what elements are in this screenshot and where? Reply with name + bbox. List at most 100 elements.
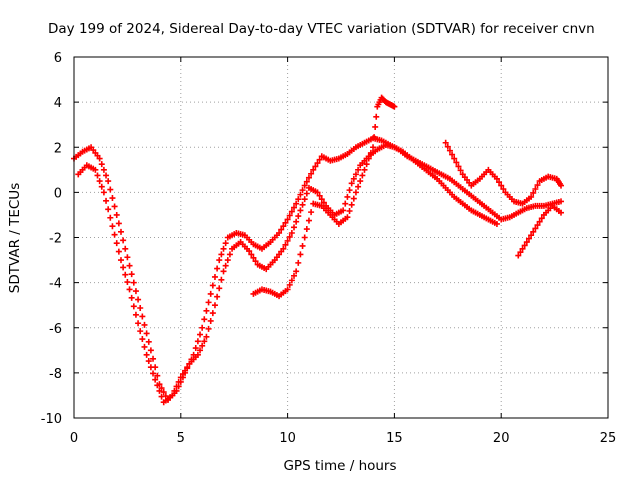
data-point xyxy=(128,271,135,278)
data-point xyxy=(538,215,545,222)
data-point xyxy=(493,220,500,227)
chart-marks xyxy=(71,94,565,406)
data-point xyxy=(156,387,163,394)
data-point xyxy=(141,343,148,350)
data-point xyxy=(301,182,308,189)
data-point xyxy=(94,172,101,179)
data-point xyxy=(295,213,302,220)
data-point xyxy=(558,182,565,189)
y-tick-label: 2 xyxy=(54,141,62,156)
data-point xyxy=(308,170,315,177)
data-point xyxy=(280,245,287,252)
data-point xyxy=(105,178,112,185)
data-point xyxy=(92,166,99,173)
data-point xyxy=(295,259,302,266)
series-track-5 xyxy=(515,202,565,259)
data-point xyxy=(297,251,304,258)
data-point xyxy=(145,338,152,345)
data-point xyxy=(363,161,370,168)
data-point xyxy=(216,257,223,264)
y-axis-label: SDTVAR / TECUs xyxy=(7,183,23,293)
data-point xyxy=(355,166,362,173)
data-point xyxy=(152,376,159,383)
data-point xyxy=(346,207,353,214)
data-point xyxy=(357,178,364,185)
data-point xyxy=(558,198,565,205)
data-point xyxy=(530,228,537,235)
chart-grid xyxy=(74,57,608,418)
data-point xyxy=(218,276,225,283)
data-point xyxy=(276,229,283,236)
data-point xyxy=(124,254,131,261)
data-point xyxy=(316,192,323,199)
data-point xyxy=(98,161,105,168)
data-point xyxy=(197,347,204,354)
data-point xyxy=(299,187,306,194)
data-point xyxy=(312,163,319,170)
x-tick-label: 0 xyxy=(70,431,78,446)
data-point xyxy=(391,103,398,110)
data-point xyxy=(115,220,122,227)
data-point xyxy=(515,252,522,259)
y-tick-label: 6 xyxy=(54,51,62,66)
data-point xyxy=(192,345,199,352)
x-tick-label: 25 xyxy=(600,431,617,446)
data-point xyxy=(303,226,310,233)
data-point xyxy=(137,305,144,312)
data-point xyxy=(182,367,189,374)
data-point xyxy=(117,228,124,235)
data-point xyxy=(194,351,201,358)
data-point xyxy=(525,235,532,242)
data-point xyxy=(150,370,157,377)
data-point xyxy=(216,285,223,292)
data-point xyxy=(314,160,321,167)
data-point xyxy=(293,200,300,207)
data-point xyxy=(209,282,216,289)
data-point xyxy=(132,288,139,295)
data-point xyxy=(194,338,201,345)
data-point xyxy=(150,355,157,362)
data-point xyxy=(96,155,103,162)
data-point xyxy=(284,237,291,244)
data-point xyxy=(96,178,103,185)
data-point xyxy=(453,159,460,166)
data-point xyxy=(348,201,355,208)
data-point xyxy=(446,147,453,154)
data-point xyxy=(530,189,537,196)
data-point xyxy=(113,240,120,247)
data-point xyxy=(500,185,507,192)
data-point xyxy=(122,271,129,278)
y-tick-label: -4 xyxy=(49,277,62,292)
x-axis: 0 5 10 15 20 25 xyxy=(70,57,616,446)
data-point xyxy=(293,218,300,225)
data-point xyxy=(143,330,150,337)
data-point xyxy=(320,199,327,206)
data-point xyxy=(139,313,146,320)
data-point xyxy=(214,265,221,272)
data-point xyxy=(207,317,214,324)
data-point xyxy=(120,264,127,271)
data-point xyxy=(444,143,451,150)
x-tick-label: 15 xyxy=(386,431,403,446)
data-point xyxy=(455,163,462,170)
data-point xyxy=(147,364,154,371)
data-point xyxy=(211,273,218,280)
data-point xyxy=(220,268,227,275)
data-point xyxy=(498,182,505,189)
data-point xyxy=(132,311,139,318)
data-point xyxy=(308,209,315,216)
data-point xyxy=(226,251,233,258)
data-point xyxy=(340,207,347,214)
data-point xyxy=(371,134,378,141)
x-tick-label: 5 xyxy=(177,431,185,446)
data-point xyxy=(284,286,291,293)
data-point xyxy=(160,389,167,396)
data-point xyxy=(147,347,154,354)
data-point xyxy=(199,342,206,349)
data-point xyxy=(346,187,353,194)
data-point xyxy=(169,392,176,399)
data-point xyxy=(103,197,110,204)
data-point xyxy=(109,195,116,202)
data-point xyxy=(365,155,372,162)
